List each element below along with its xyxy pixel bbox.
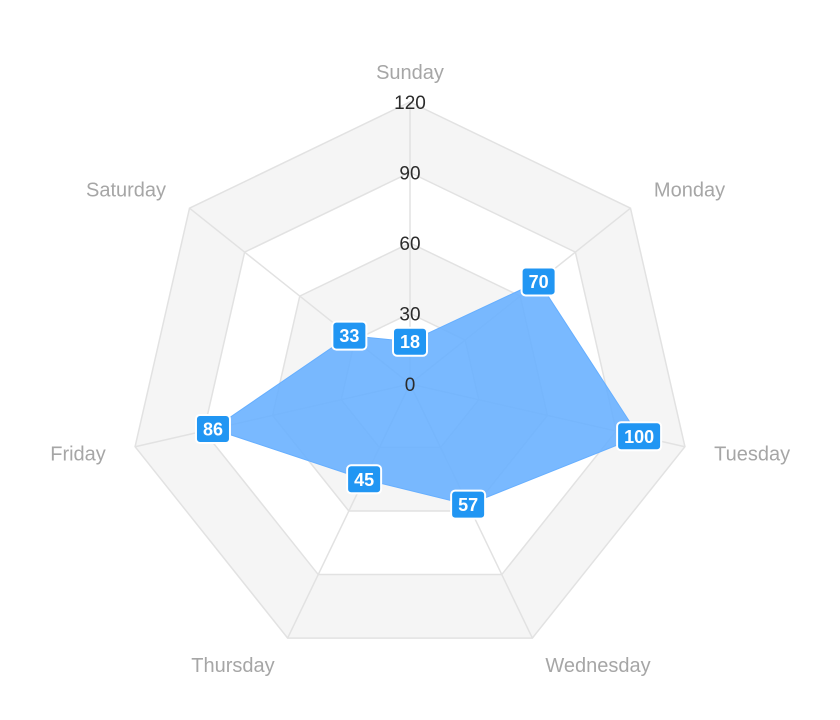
data-label-text: 100 [624, 427, 654, 447]
category-label-monday: Monday [654, 179, 725, 201]
tick-label-30: 30 [399, 305, 420, 326]
data-label-box [392, 326, 428, 357]
tick-label-90: 90 [399, 164, 420, 185]
data-label-sunday: 18 [392, 326, 428, 357]
data-label-box [616, 421, 663, 452]
data-label-box [346, 464, 383, 495]
category-label-wednesday: Wednesday [545, 655, 650, 677]
data-label-text: 45 [354, 470, 374, 490]
data-labels: 18 70 100 57 45 86 33 [194, 266, 663, 520]
data-label-tuesday: 100 [616, 421, 663, 452]
series-area-0 [211, 280, 640, 506]
tick-label-0: 0 [405, 375, 416, 396]
data-label-saturday: 33 [331, 320, 368, 351]
data-label-monday: 70 [520, 266, 557, 297]
data-label-text: 70 [529, 272, 549, 292]
tick-label-60: 60 [399, 234, 420, 255]
category-label-friday: Friday [50, 443, 106, 465]
category-labels: Sunday Monday Tuesday Wednesday Thursday Frid… [50, 62, 790, 677]
data-label-text: 18 [400, 332, 420, 352]
data-label-box [194, 413, 231, 444]
category-label-tuesday: Tuesday [714, 443, 790, 465]
data-label-box [450, 489, 487, 520]
data-label-friday: 86 [194, 413, 231, 444]
category-label-saturday: Saturday [86, 179, 166, 201]
data-label-text: 57 [458, 495, 478, 515]
data-label-box [331, 320, 368, 351]
data-label-text: 33 [339, 326, 359, 346]
radial-tick-labels: 0 30 60 90 120 [394, 93, 426, 396]
category-label-sunday: Sunday [376, 62, 444, 84]
grid-ring-4 [134, 101, 686, 639]
data-label-text: 86 [203, 419, 223, 439]
series-layer [211, 280, 640, 506]
grid-ring-3 [202, 171, 618, 576]
data-label-wednesday: 57 [450, 489, 487, 520]
tick-label-120: 120 [394, 93, 426, 114]
data-label-thursday: 45 [346, 464, 383, 495]
category-label-thursday: Thursday [191, 655, 274, 677]
data-label-box [520, 266, 557, 297]
